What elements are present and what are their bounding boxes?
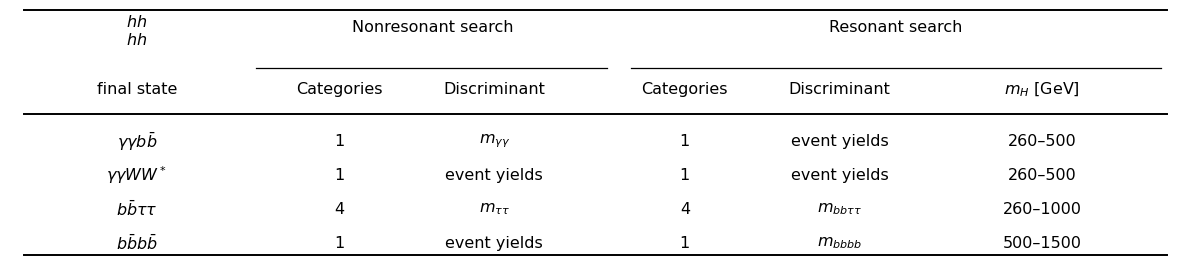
Text: 1: 1 (680, 236, 690, 251)
Text: $b\bar{b}\tau\tau$: $b\bar{b}\tau\tau$ (117, 200, 157, 219)
Text: 1: 1 (335, 236, 344, 251)
Text: Discriminant: Discriminant (788, 82, 891, 97)
Text: $m_{\tau\tau}$: $m_{\tau\tau}$ (479, 202, 510, 217)
Text: 4: 4 (680, 202, 690, 217)
Text: $hh$: $hh$ (126, 14, 148, 30)
Text: 260–500: 260–500 (1008, 134, 1077, 149)
Text: $m_{bbbb}$: $m_{bbbb}$ (817, 235, 862, 251)
Text: 1: 1 (335, 134, 344, 149)
Text: $m_{bb\tau\tau}$: $m_{bb\tau\tau}$ (817, 202, 862, 217)
Text: event yields: event yields (445, 236, 543, 251)
Text: 1: 1 (335, 168, 344, 183)
Text: 1: 1 (680, 168, 690, 183)
Text: $m_{\gamma\gamma}$: $m_{\gamma\gamma}$ (479, 133, 510, 151)
Text: 4: 4 (335, 202, 344, 217)
Text: 500–1500: 500–1500 (1003, 236, 1081, 251)
Text: $\gamma\gamma WW^*$: $\gamma\gamma WW^*$ (106, 165, 168, 186)
Text: final state: final state (96, 82, 177, 97)
Text: Categories: Categories (297, 82, 382, 97)
Text: Discriminant: Discriminant (443, 82, 545, 97)
Text: Categories: Categories (642, 82, 728, 97)
Text: $m_H$ [GeV]: $m_H$ [GeV] (1004, 81, 1080, 99)
Text: Nonresonant search: Nonresonant search (351, 20, 513, 35)
Text: 1: 1 (680, 134, 690, 149)
Text: $\gamma\gamma b\bar{b}$: $\gamma\gamma b\bar{b}$ (117, 131, 157, 153)
Text: Resonant search: Resonant search (829, 20, 962, 35)
Text: event yields: event yields (445, 168, 543, 183)
Text: $b\bar{b}b\bar{b}$: $b\bar{b}b\bar{b}$ (116, 233, 158, 253)
Text: 260–1000: 260–1000 (1003, 202, 1081, 217)
Text: $hh$: $hh$ (126, 32, 148, 48)
Text: event yields: event yields (791, 134, 888, 149)
Text: 260–500: 260–500 (1008, 168, 1077, 183)
Text: event yields: event yields (791, 168, 888, 183)
